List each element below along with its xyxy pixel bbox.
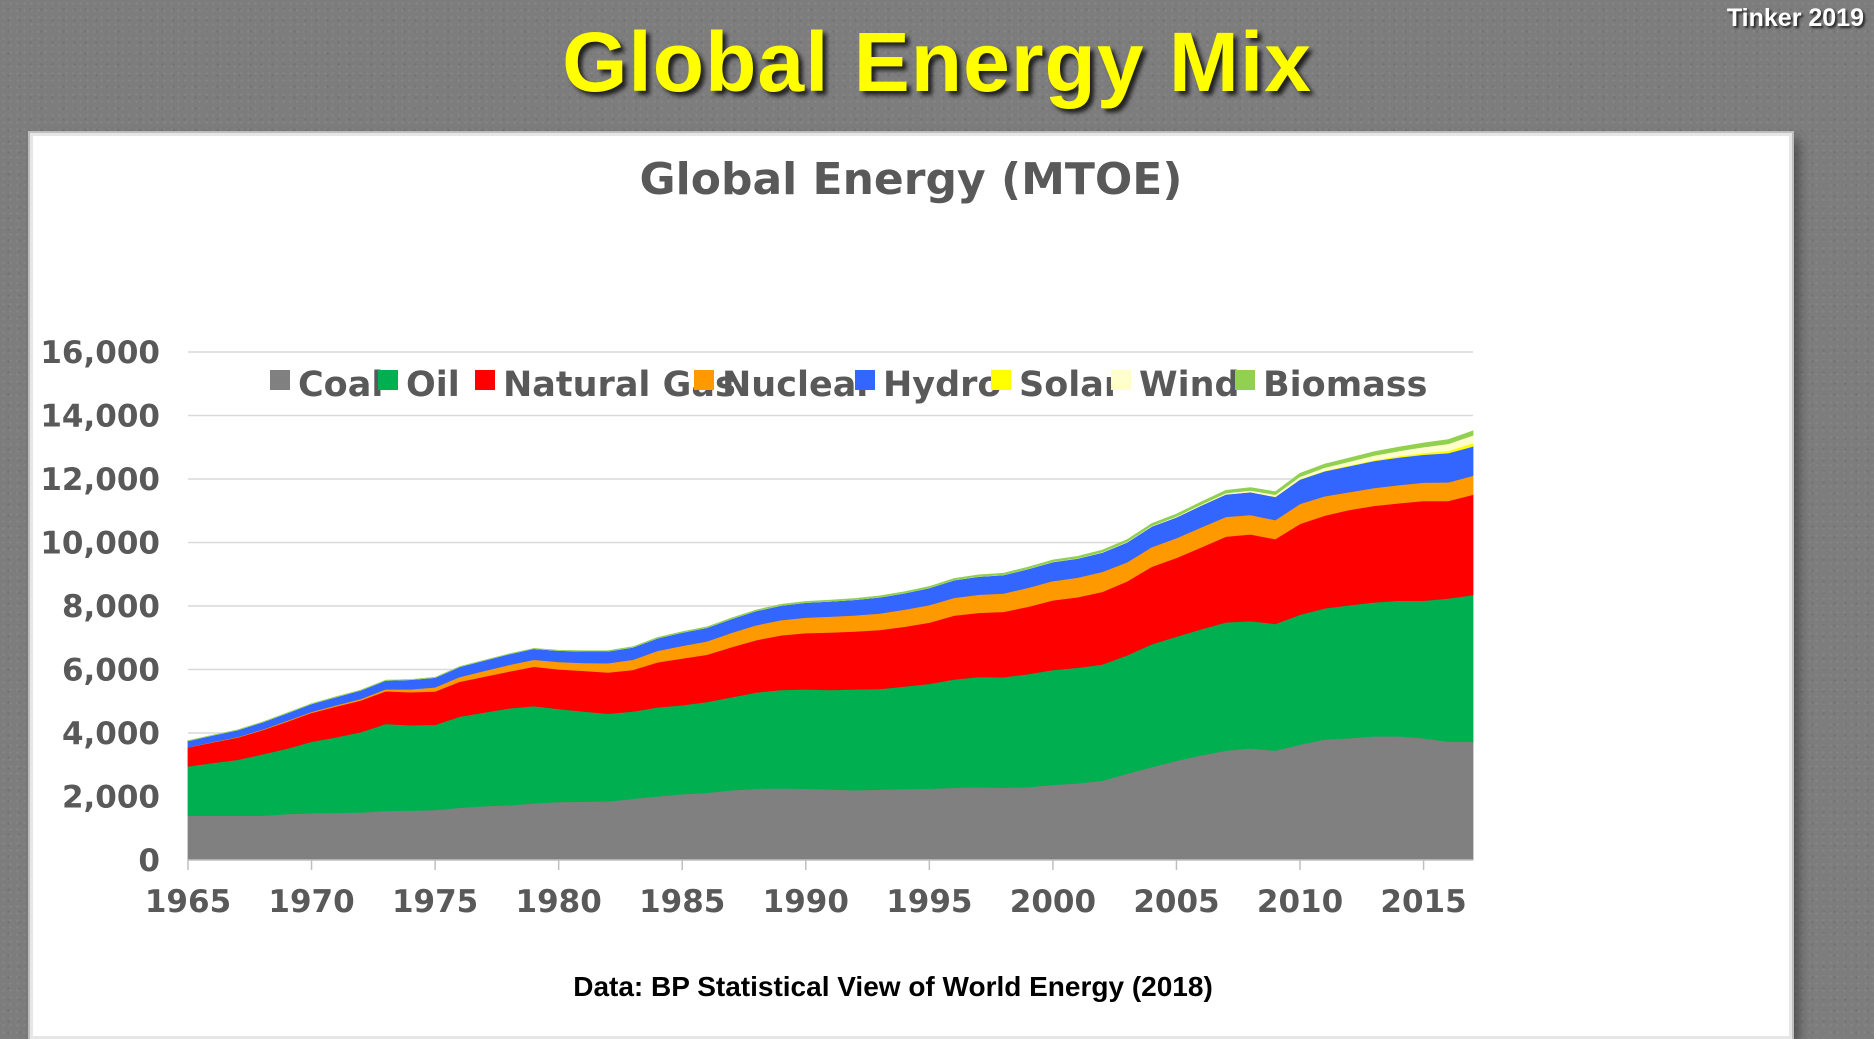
- x-tick-label: 2005: [1133, 884, 1219, 920]
- legend-swatch: [1235, 370, 1255, 390]
- legend-label: Coal: [298, 365, 383, 405]
- x-tick-label: 1985: [639, 884, 725, 920]
- legend-swatch: [270, 370, 290, 390]
- y-tick-label: 14,000: [40, 399, 160, 435]
- x-tick-label: 1990: [763, 884, 849, 920]
- legend-label: Oil: [406, 365, 460, 405]
- chart-title: Global Energy (MTOE): [640, 154, 1183, 205]
- x-tick-label: 2010: [1257, 884, 1343, 920]
- axes: 0 2,000 4,000 6,000 8,000 10,000 12,000 14,000 1…: [40, 335, 1473, 920]
- y-tick-label: 12,000: [40, 462, 160, 498]
- chart-panel: Global Energy (MTOE) 0 2,000 4,000 6,000 8,0…: [30, 133, 1792, 1039]
- legend-label: Biomass: [1263, 365, 1427, 405]
- legend-label: Solar: [1019, 365, 1122, 405]
- x-tick-label: 1965: [145, 884, 231, 920]
- legend-label: Hydro: [883, 365, 1001, 405]
- energy-area-chart: Global Energy (MTOE) 0 2,000 4,000 6,000 8,0…: [40, 154, 1474, 1002]
- author-credit: Tinker 2019: [1726, 4, 1864, 32]
- y-tick-label: 16,000: [40, 335, 160, 371]
- x-tick-label: 1975: [392, 884, 478, 920]
- legend-swatch: [1111, 370, 1131, 390]
- x-tick-label: 1970: [268, 884, 354, 920]
- legend-swatch: [855, 370, 875, 390]
- y-tick-label: 8,000: [62, 589, 160, 625]
- legend-label: Wind: [1139, 365, 1240, 405]
- legend-swatch: [991, 370, 1011, 390]
- source-note: Data: BP Statistical View of World Energ…: [573, 971, 1213, 1002]
- legend-swatch: [694, 370, 714, 390]
- x-tick-label: 1980: [516, 884, 602, 920]
- y-tick-label: 2,000: [62, 780, 160, 816]
- x-tick-label: 2015: [1380, 884, 1466, 920]
- y-tick-label: 0: [138, 843, 160, 879]
- legend-label: Nuclear: [722, 365, 874, 405]
- slide-title: Global Energy Mix: [562, 15, 1312, 109]
- x-tick-label: 2000: [1010, 884, 1096, 920]
- area-biomass: [187, 430, 1474, 742]
- y-tick-label: 6,000: [62, 653, 160, 689]
- x-tick-label: 1995: [886, 884, 972, 920]
- y-tick-label: 10,000: [40, 526, 160, 562]
- legend-swatch: [475, 370, 495, 390]
- area-series: [187, 430, 1474, 861]
- legend-swatch: [378, 370, 398, 390]
- y-tick-label: 4,000: [62, 716, 160, 752]
